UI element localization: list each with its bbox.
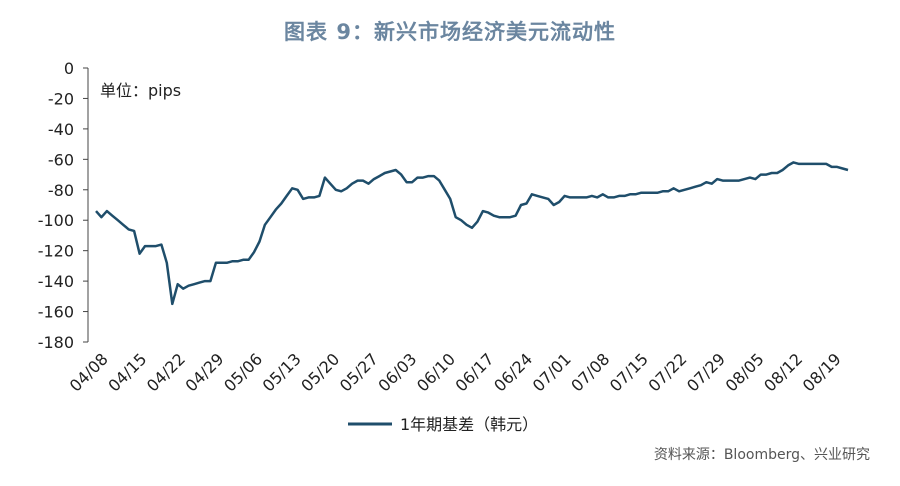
source-note: 资料来源：Bloomberg、兴业研究 [653,447,870,463]
x-tick-label: 04/22 [143,349,189,395]
y-axis: 0 -20 -40 -60 -80 -100 -120 -140 -160 -180 [38,59,89,352]
x-tick-label: 05/20 [297,349,343,395]
x-tick-label: 06/03 [374,349,420,395]
legend: 1年期基差（韩元） [348,415,538,434]
unit-label: 单位：pips [100,81,181,100]
y-tick-label: -20 [48,89,74,108]
legend-label: 1年期基差（韩元） [400,415,538,434]
y-tick-label: -160 [38,303,74,322]
x-tick-label: 08/12 [760,349,806,395]
x-tick-label: 06/24 [490,349,536,395]
x-tick-label: 04/29 [182,349,228,395]
series-line [95,161,849,306]
x-axis: 04/0804/1504/2204/2905/0605/1305/2005/27… [66,349,845,395]
x-tick-label: 07/15 [606,349,652,395]
x-tick-label: 07/01 [529,349,575,395]
chart-title: 图表 9：新兴市场经济美元流动性 [284,20,616,44]
plot-area [95,161,849,306]
x-tick-label: 04/08 [66,349,112,395]
y-tick-label: -180 [38,333,74,352]
x-tick-label: 07/08 [567,349,613,395]
x-tick-label: 07/22 [644,349,690,395]
x-tick-label: 06/10 [413,349,459,395]
x-tick-label: 04/15 [104,349,150,395]
x-tick-label: 05/06 [220,349,266,395]
y-tick-label: -60 [48,150,74,169]
x-tick-label: 07/29 [683,349,729,395]
x-tick-label: 08/19 [799,349,845,395]
y-tick-label: -40 [48,120,74,139]
x-tick-label: 05/13 [259,349,305,395]
x-tick-label: 06/17 [452,349,498,395]
y-tick-label: -100 [38,211,74,230]
x-tick-label: 08/05 [722,349,768,395]
y-tick-label: -80 [48,181,74,200]
y-tick-label: -140 [38,272,74,291]
x-tick-label: 05/27 [336,349,382,395]
y-tick-label: -120 [38,242,74,261]
y-tick-label: 0 [64,59,74,78]
